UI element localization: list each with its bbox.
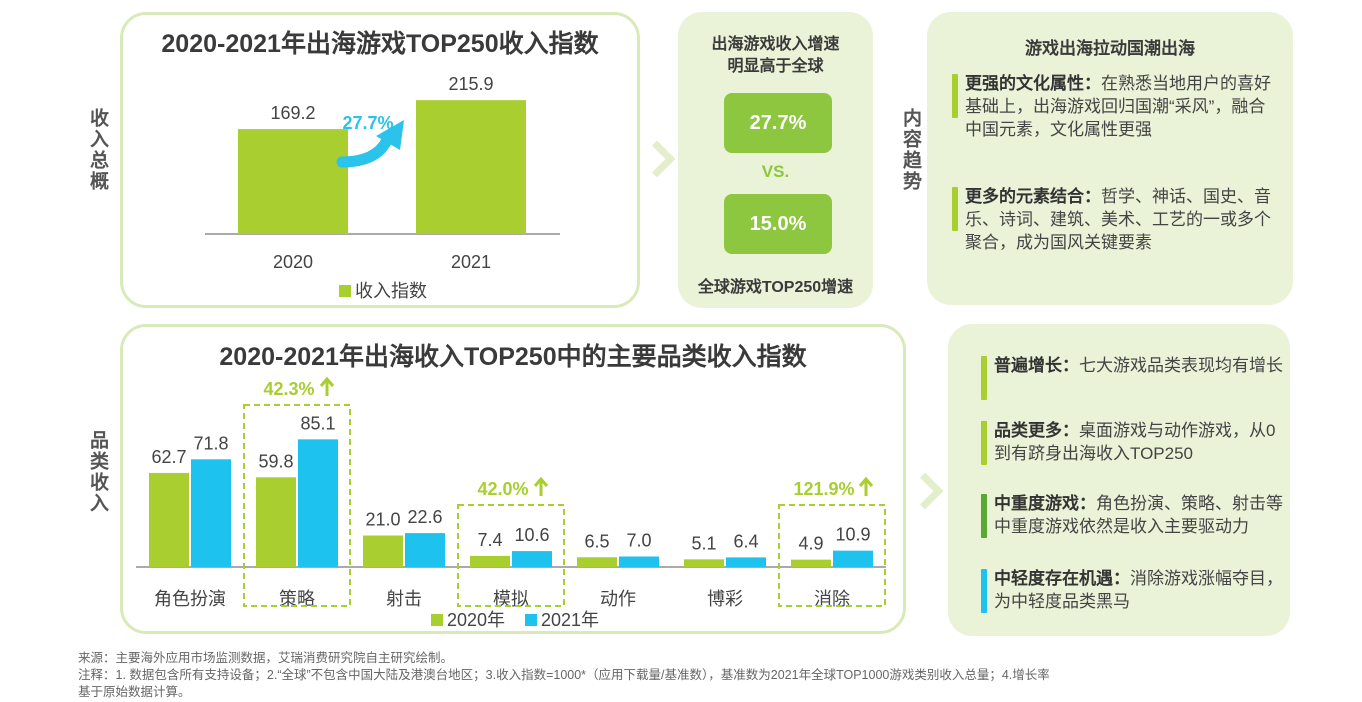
revenue-index-panel [120,12,640,308]
trend-item-elements: 更多的元素结合：哲学、神话、国史、音乐、诗词、建筑、美术、工艺的一或多个聚合，成… [952,185,1275,254]
data-label-2021: 7.0 [626,531,651,551]
bar-2020-动作 [577,557,617,567]
bar-2021-博彩 [726,557,766,567]
data-label-2021: 6.4 [733,531,758,551]
insight-item-more-categories: 品类更多：桌面游戏与动作游戏，从0到有跻身出海收入TOP250 [981,419,1284,465]
growth-label: 121.9% [793,479,854,499]
category-insights-panel [948,324,1290,636]
bullet-bar [981,494,987,538]
section-label-content-trend: 内容趋势 [900,108,921,192]
bar-2020-策略 [256,477,296,567]
x-tick-label: 策略 [279,589,315,609]
x-tick-label: 2021 [451,252,491,272]
data-label-2020: 7.4 [477,530,502,550]
bullet-bar [981,421,987,465]
legend-swatch [339,285,351,297]
growth-annotation: 27.7% [342,113,393,133]
data-label-2020: 21.0 [365,510,400,530]
data-label-2020: 6.5 [584,531,609,551]
growth-label: 42.0% [477,479,528,499]
growth-title-line2: 明显高于全球 [727,58,824,75]
trend-item-culture: 更强的文化属性：在熟悉当地用户的喜好基础上，出海游戏回归国潮“采风”，融合中国元… [952,72,1275,141]
highlight-box-策略 [243,404,351,607]
x-tick-label: 射击 [386,589,422,609]
data-label-2020: 62.7 [151,447,186,467]
bar-2021-射击 [405,533,445,567]
up-arrow-icon [319,376,335,396]
legend-swatch-2021 [525,614,537,626]
data-label-2021: 22.6 [407,507,442,527]
remark-line2: 基于原始数据计算。 [78,685,191,699]
source-note: 来源：主要海外应用市场监测数据，艾瑞消费研究院自主研究绘制。 [78,651,454,665]
global-growth-label: 全球游戏TOP250增速 [697,279,854,296]
vs-label: VS. [761,162,790,181]
bar-2020 [238,129,348,234]
bar-2021 [416,100,526,234]
growth-label: 42.3% [263,379,314,399]
up-arrow-icon [858,476,874,496]
bar-2021-模拟 [512,551,552,567]
growth-arrowhead-icon [376,120,404,150]
chevron-right-icon [638,140,676,178]
domestic-growth-badge: 27.7% [724,93,832,153]
x-tick-label: 消除 [814,589,850,609]
bar-2020-射击 [363,535,403,567]
bar-2021-角色扮演 [191,459,231,567]
remark-line1: 注释：1. 数据包含所有支持设备；2.“全球”不包含中国大陆及港澳台地区；3.收… [78,668,1050,682]
insight-item-casual: 中轻度存在机遇：消除游戏涨幅夺目，为中轻度品类黑马 [981,567,1284,613]
x-tick-label: 模拟 [493,589,529,609]
x-tick-label: 角色扮演 [154,589,226,609]
growth-arrow-icon [336,132,394,168]
legend-label-2021: 2021年 [541,610,599,630]
category-revenue-chart: 62.7 71.8 角色扮演 59.8 85.1 策略 21.0 22.6 射击 7.4 10.6 模… [136,376,886,630]
data-label: 169.2 [270,103,315,123]
content-trend-panel [927,12,1293,305]
data-label-2020: 4.9 [798,534,823,554]
category-chart-title: 2020-2021年出海收入TOP250中的主要品类收入指数 [219,343,807,371]
legend-label: 收入指数 [355,281,427,301]
growth-title-line1: 出海游戏收入增速 [711,36,840,53]
bullet-bar [981,569,987,613]
data-label-2021: 10.6 [514,525,549,545]
bar-2021-消除 [833,550,873,567]
data-label-2021: 85.1 [300,413,335,433]
bar-2021-动作 [619,556,659,567]
bar-2020-博彩 [684,559,724,567]
bar-2020-消除 [791,559,831,567]
bullet-bar [952,74,958,118]
bar-2020-模拟 [470,555,510,567]
insight-item-growth: 普遍增长：七大游戏品类表现均有增长 [981,354,1284,400]
section-label-category-revenue: 品类收入 [87,430,108,514]
x-tick-label: 博彩 [707,589,743,609]
revenue-index-chart: 169.2 2020 215.9 2021 27.7% 收入指数 [205,74,560,301]
trend-panel-title: 游戏出海拉动国潮出海 [1025,39,1195,58]
data-label-2020: 5.1 [691,533,716,553]
highlight-box-消除 [778,504,886,607]
section-label-revenue-overview: 收入总概 [87,108,108,192]
global-growth-badge: 15.0% [724,194,832,254]
up-arrow-icon [533,476,549,496]
data-label-2021: 10.9 [835,525,870,545]
bullet-bar [981,356,987,400]
bar-2021-策略 [298,439,338,567]
bullet-bar [952,187,958,231]
x-tick-label: 动作 [600,589,636,609]
growth-comparison-panel [678,12,873,308]
insight-item-midcore: 中重度游戏：角色扮演、策略、射击等中重度游戏依然是收入主要驱动力 [981,492,1284,538]
bar-2020-角色扮演 [149,472,189,567]
category-revenue-panel [120,324,906,634]
data-label-2020: 59.8 [258,451,293,471]
chevron-right-icon [906,472,944,510]
data-label: 215.9 [448,74,493,94]
x-tick-label: 2020 [273,252,313,272]
legend-swatch-2020 [431,614,443,626]
data-label-2021: 71.8 [193,433,228,453]
highlight-box-模拟 [457,504,565,607]
revenue-chart-title: 2020-2021年出海游戏TOP250收入指数 [161,30,599,58]
legend-label-2020: 2020年 [447,610,505,630]
